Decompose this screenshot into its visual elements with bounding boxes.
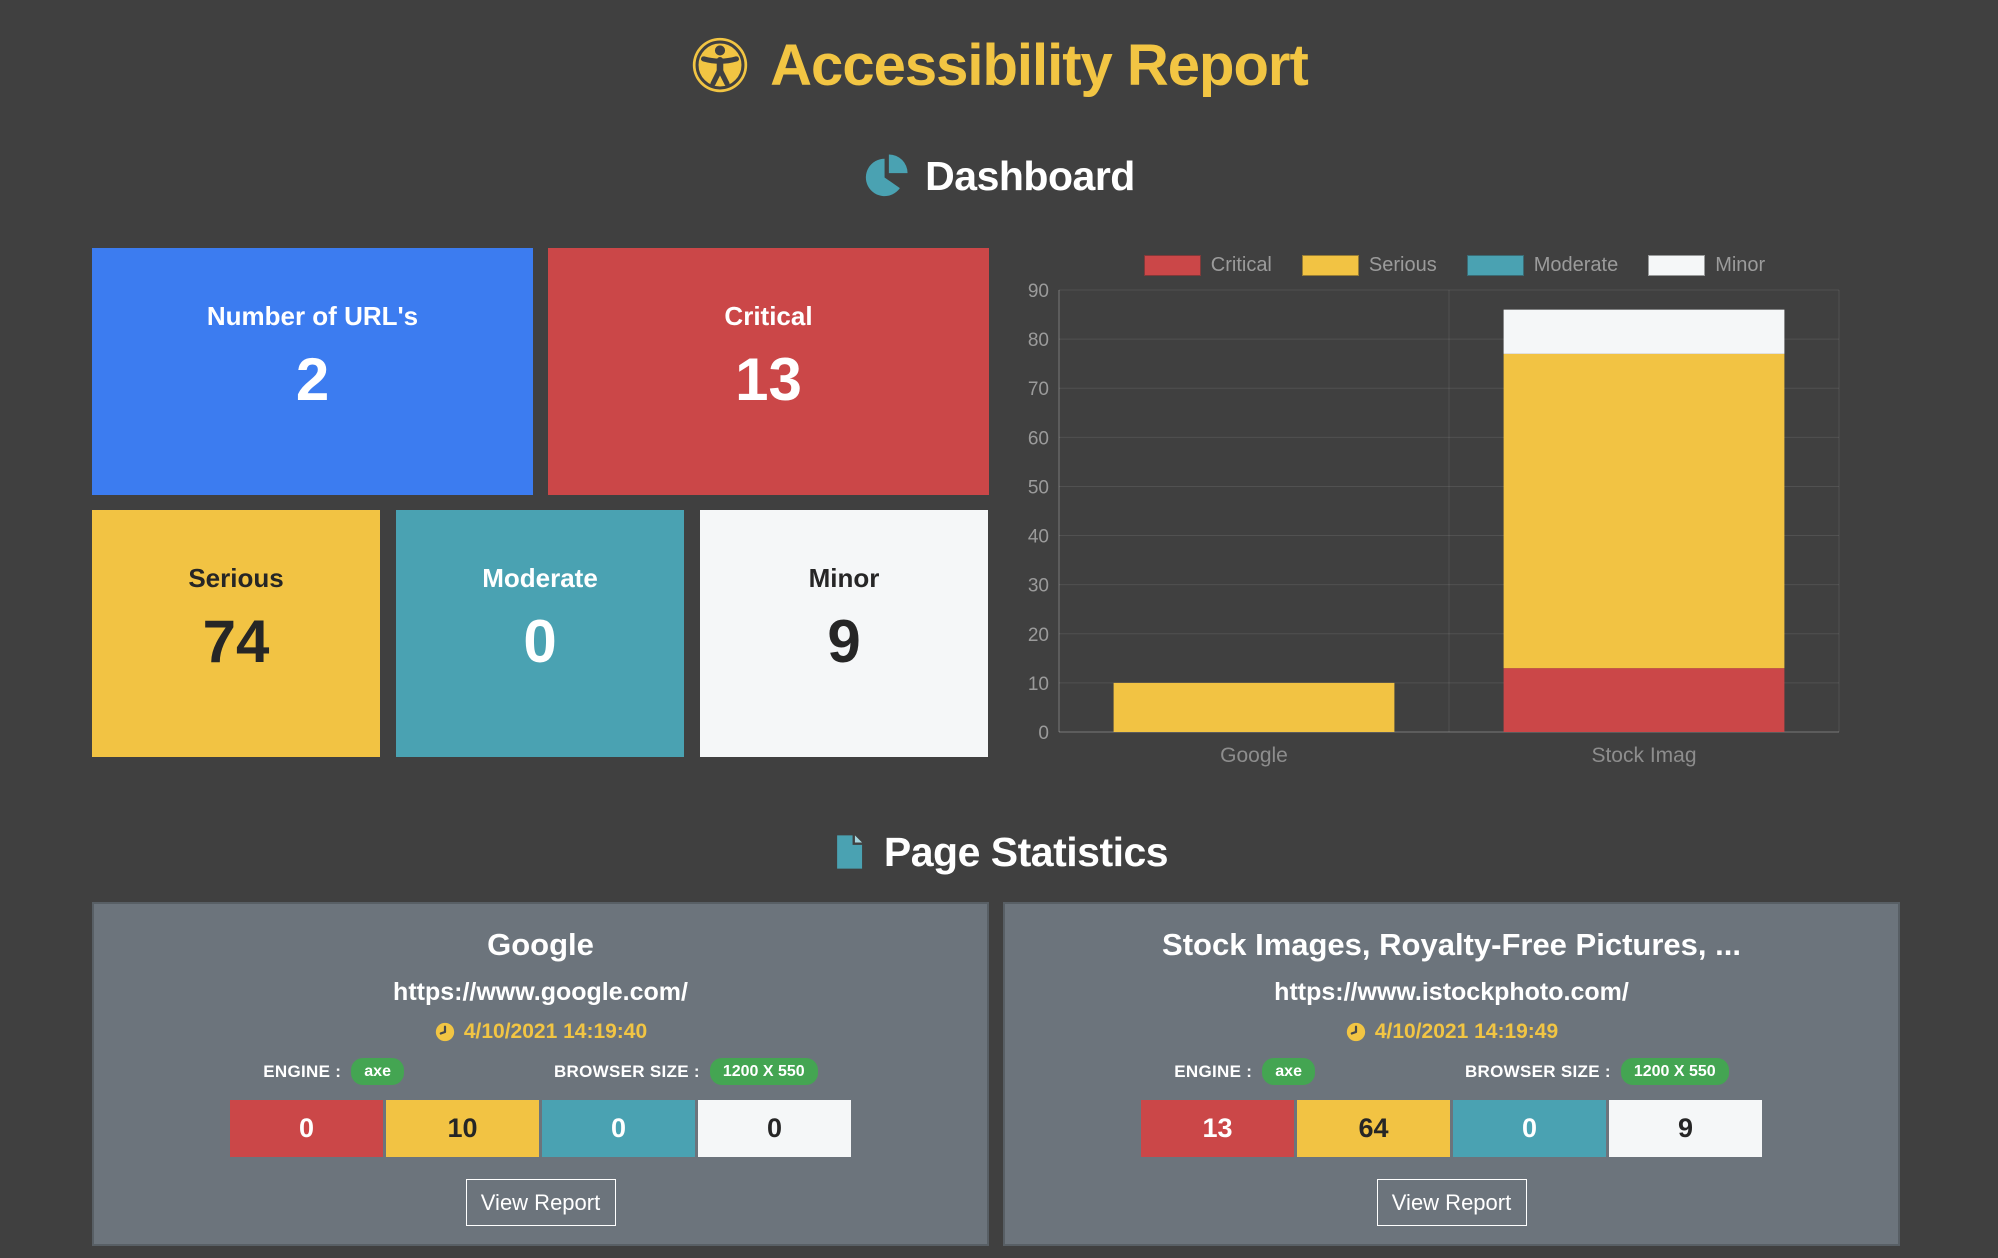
svg-text:80: 80	[1028, 330, 1049, 351]
moderate-count: 0	[1453, 1100, 1606, 1158]
page-card-meta: ENGINE : axe BROWSER SIZE : 1200 X 550	[263, 1058, 818, 1086]
stat-card-label: Moderate	[482, 563, 598, 593]
svg-text:10: 10	[1028, 674, 1049, 695]
browser-size-badge: 1200 X 550	[709, 1058, 818, 1086]
engine-label: ENGINE :	[263, 1061, 342, 1081]
legend-swatch	[1466, 254, 1524, 276]
svg-text:20: 20	[1028, 625, 1049, 646]
svg-text:90: 90	[1028, 282, 1049, 302]
stat-cards-row-2: Serious 74 Moderate 0 Minor 9	[92, 510, 989, 757]
legend-item-serious[interactable]: Serious	[1301, 253, 1437, 277]
stat-card-value: 74	[202, 607, 270, 675]
stat-cards: Number of URL's 2 Critical 13 Serious 74…	[92, 248, 989, 757]
view-report-button[interactable]: View Report	[1376, 1179, 1527, 1227]
serious-count: 64	[1297, 1100, 1450, 1158]
legend-label: Moderate	[1533, 253, 1619, 276]
legend-label: Minor	[1715, 253, 1766, 276]
svg-text:30: 30	[1028, 576, 1049, 597]
stacked-bar-chart: 0 10 20 30 40 50 60 70 80 90 Google Stock Imag	[1028, 282, 1840, 767]
page-card-url: https://www.google.com/	[393, 978, 688, 1007]
stat-card-label: Serious	[188, 563, 284, 593]
timestamp-text: 4/10/2021 14:19:40	[463, 1020, 648, 1044]
violations-chart-area: Critical Serious Moderate Minor 0 10 20 30 40 50…	[1003, 248, 1906, 774]
browser-size-label: BROWSER SIZE :	[1464, 1061, 1611, 1081]
minor-count: 9	[1609, 1100, 1762, 1158]
timestamp-text: 4/10/2021 14:19:49	[1374, 1020, 1559, 1044]
legend-swatch	[1301, 254, 1359, 276]
svg-text:40: 40	[1028, 527, 1049, 548]
stat-card-moderate: Moderate 0	[396, 510, 684, 757]
stat-card-label: Number of URL's	[206, 301, 419, 331]
stat-cards-row-1: Number of URL's 2 Critical 13	[92, 248, 989, 495]
page-card-title: Google	[487, 927, 594, 962]
svg-text:70: 70	[1028, 379, 1049, 400]
svg-text:0: 0	[1038, 723, 1049, 744]
legend-item-moderate[interactable]: Moderate	[1466, 253, 1619, 277]
browser-size-meta: BROWSER SIZE : 1200 X 550	[553, 1058, 818, 1086]
page-title: Accessibility Report	[770, 32, 1309, 98]
page-card-istockphoto: Stock Images, Royalty-Free Pictures, ...…	[1003, 902, 1900, 1246]
engine-badge: axe	[1262, 1058, 1315, 1086]
serious-count: 10	[386, 1100, 539, 1158]
minor-count: 0	[698, 1100, 851, 1158]
browser-size-label: BROWSER SIZE :	[553, 1061, 700, 1081]
legend-label: Critical	[1210, 253, 1272, 276]
page-file-icon	[830, 833, 868, 871]
stat-card-serious: Serious 74	[92, 510, 380, 757]
legend-label: Serious	[1368, 253, 1437, 276]
universal-access-icon	[690, 35, 750, 95]
severity-counts: 0 10 0 0	[230, 1100, 851, 1158]
stat-card-minor: Minor 9	[700, 510, 988, 757]
engine-meta: ENGINE : axe	[263, 1058, 404, 1086]
stat-card-value: 13	[735, 345, 802, 413]
stat-card-label: Critical	[724, 301, 813, 331]
svg-text:Google: Google	[1220, 744, 1288, 767]
pie-chart-icon	[863, 153, 909, 199]
dashboard-heading: Dashboard	[0, 150, 1998, 202]
legend-item-critical[interactable]: Critical	[1143, 253, 1272, 277]
dashboard-content: Number of URL's 2 Critical 13 Serious 74…	[92, 248, 1906, 774]
chart-legend: Critical Serious Moderate Minor	[1003, 250, 1906, 280]
page-statistics-title: Page Statistics	[883, 828, 1169, 875]
page-card-google: Google https://www.google.com/ 4/10/2021…	[92, 902, 989, 1246]
browser-size-badge: 1200 X 550	[1620, 1058, 1729, 1086]
critical-count: 13	[1141, 1100, 1294, 1158]
engine-label: ENGINE :	[1174, 1061, 1253, 1081]
clock-icon	[434, 1021, 456, 1043]
svg-text:50: 50	[1028, 477, 1049, 498]
stat-card-value: 2	[295, 345, 330, 413]
engine-badge: axe	[351, 1058, 404, 1086]
critical-count: 0	[230, 1100, 383, 1158]
dashboard-title: Dashboard	[925, 152, 1135, 199]
stat-card-value: 0	[523, 607, 557, 675]
page-card-timestamp: 4/10/2021 14:19:49	[1345, 1020, 1558, 1044]
stat-card-label: Minor	[808, 563, 880, 593]
svg-text:60: 60	[1028, 428, 1049, 449]
app-header: Accessibility Report	[0, 0, 1998, 104]
page-card-timestamp: 4/10/2021 14:19:40	[434, 1020, 647, 1044]
engine-meta: ENGINE : axe	[1174, 1058, 1315, 1086]
legend-swatch	[1648, 254, 1706, 276]
page-statistics-cards: Google https://www.google.com/ 4/10/2021…	[92, 902, 1906, 1246]
legend-item-minor[interactable]: Minor	[1648, 254, 1765, 277]
view-report-button[interactable]: View Report	[465, 1179, 616, 1227]
stat-card-value: 9	[827, 607, 861, 675]
page-card-url: https://www.istockphoto.com/	[1274, 978, 1629, 1007]
severity-counts: 13 64 0 9	[1141, 1100, 1762, 1158]
moderate-count: 0	[542, 1100, 695, 1158]
browser-size-meta: BROWSER SIZE : 1200 X 550	[1464, 1058, 1729, 1086]
page-card-meta: ENGINE : axe BROWSER SIZE : 1200 X 550	[1174, 1058, 1729, 1086]
page-statistics-heading: Page Statistics	[0, 826, 1998, 878]
page-card-title: Stock Images, Royalty-Free Pictures, ...	[1162, 927, 1741, 962]
clock-icon	[1345, 1021, 1367, 1043]
svg-text:Stock Imag: Stock Imag	[1591, 744, 1696, 767]
legend-swatch	[1143, 254, 1201, 276]
stat-card-critical: Critical 13	[548, 248, 989, 495]
stat-card-number-of-urls: Number of URL's 2	[92, 248, 533, 495]
